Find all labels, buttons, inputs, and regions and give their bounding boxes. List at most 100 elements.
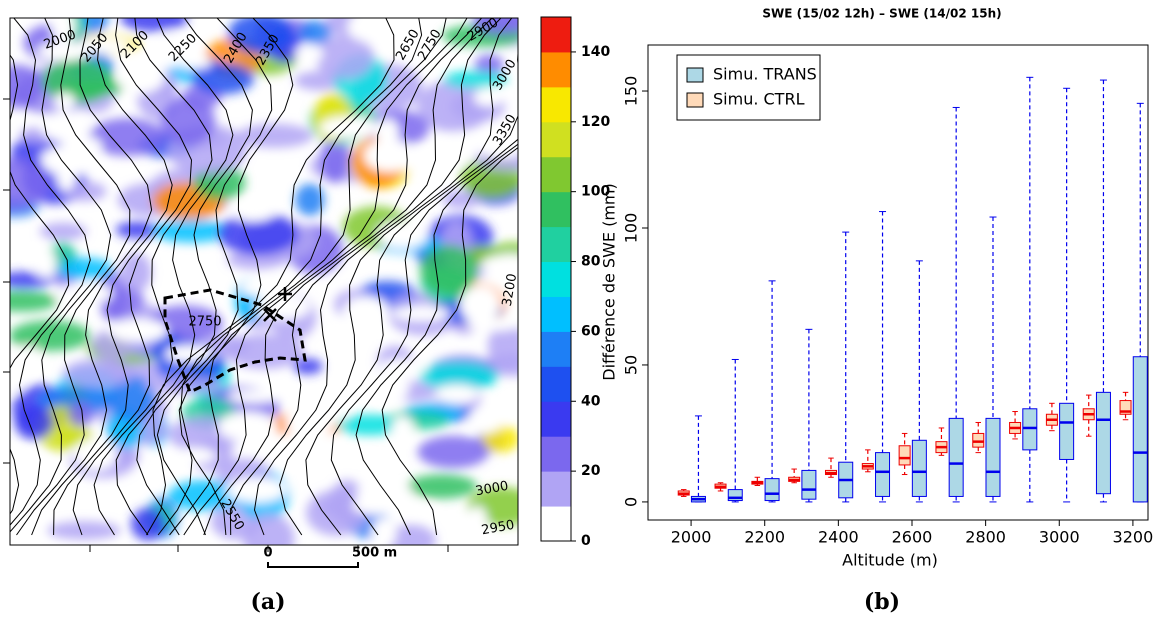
legend-box <box>676 54 821 121</box>
y-tick-label: 100 <box>622 213 641 244</box>
heat-blob <box>459 285 501 324</box>
plus-marker <box>278 287 292 301</box>
scale-label: 0 <box>263 546 272 561</box>
heat-blob <box>33 248 57 278</box>
heat-blob <box>487 321 518 372</box>
x-tick-label: 3000 <box>1039 528 1080 547</box>
heat-blob <box>306 489 368 536</box>
box <box>898 445 911 466</box>
heat-blob <box>293 358 323 375</box>
colorbar-band <box>540 121 572 158</box>
contour-line <box>203 18 483 536</box>
heat-blob <box>376 220 428 249</box>
contour-line <box>169 18 447 536</box>
heat-blob <box>62 181 107 202</box>
colorbar-tick-label: 140 <box>581 44 610 60</box>
heat-blob <box>232 203 275 222</box>
contour-line <box>156 18 273 536</box>
contour-line <box>178 18 294 536</box>
colorbar-band <box>540 330 572 367</box>
colorbar-band <box>540 295 572 332</box>
contour-line <box>355 143 518 536</box>
contour-label: 3000 <box>474 479 509 500</box>
heat-layer <box>10 18 518 545</box>
colorbar-band <box>540 261 572 297</box>
heat-blob <box>130 507 166 541</box>
y-tick-label: 50 <box>622 355 641 375</box>
heat-blob <box>228 390 280 403</box>
contour-line <box>330 138 518 536</box>
contour-line <box>115 18 234 536</box>
heat-blob <box>115 221 160 239</box>
contour-line <box>72 18 193 536</box>
contour-layer <box>10 18 518 536</box>
heat-blob <box>68 401 94 427</box>
heat-blob <box>226 249 289 270</box>
map-ticks <box>3 98 449 552</box>
colorbar-band <box>540 435 572 472</box>
heat-blob <box>120 253 152 292</box>
heat-blob <box>218 411 277 442</box>
heat-blob <box>40 110 91 142</box>
heat-blob <box>378 358 427 374</box>
heat-blob <box>88 118 166 157</box>
contour-line <box>253 18 502 536</box>
heat-blob <box>435 384 479 404</box>
colorbar-band <box>540 226 572 263</box>
x-tick-label: 2600 <box>892 528 933 547</box>
heat-blob <box>58 257 114 281</box>
heat-blob <box>467 406 502 434</box>
heat-blob <box>295 45 324 63</box>
heat-blob <box>10 290 58 312</box>
legend-label: Simu. CTRL <box>713 90 805 109</box>
box <box>1119 400 1132 415</box>
contour-line <box>31 18 153 536</box>
heat-blob <box>342 296 390 330</box>
heat-blob <box>371 517 397 545</box>
heat-blob <box>228 18 295 54</box>
box <box>1132 356 1148 503</box>
colorbar-band <box>540 400 572 437</box>
y-axis-label: Différence de SWE (mm) <box>600 183 619 380</box>
heat-blob <box>352 498 390 514</box>
y-tick-label: 150 <box>622 76 641 107</box>
contour-line <box>183 18 468 536</box>
contour-line <box>93 18 213 536</box>
contour-line <box>136 18 253 536</box>
colorbar-tick-label: 60 <box>581 323 601 339</box>
contour-line <box>157 18 423 536</box>
x-tick-label: 2800 <box>965 528 1006 547</box>
colorbar-band <box>540 16 572 53</box>
heat-blob <box>63 359 136 388</box>
legend-swatch <box>686 67 704 83</box>
heat-blob <box>152 218 230 243</box>
heat-blob <box>218 212 299 256</box>
x-tick-label: 2200 <box>744 528 785 547</box>
colorbar-frame <box>540 16 572 542</box>
heat-blob <box>108 375 156 422</box>
colorbar-band <box>540 470 572 507</box>
contour-label: 2950 <box>480 518 515 539</box>
x-axis-label: Altitude (m) <box>842 551 938 570</box>
heat-blob <box>337 414 403 436</box>
contour-line <box>279 18 513 536</box>
x-tick-label: 3200 <box>1113 528 1154 547</box>
heat-blob <box>47 521 121 540</box>
heat-blob <box>157 31 182 68</box>
legend-swatch <box>686 92 704 108</box>
plot-frame <box>647 44 1149 521</box>
legend-label: Simu. TRANS <box>713 65 817 84</box>
caption: (a) <box>250 589 285 615</box>
heat-blob <box>442 133 479 164</box>
contour-line <box>16 18 131 536</box>
heat-blob <box>242 513 295 545</box>
contour-label: 2750 <box>188 315 221 330</box>
box <box>801 469 817 500</box>
contour-line <box>229 18 493 536</box>
heat-blob <box>59 80 124 97</box>
contour-line <box>146 18 395 536</box>
colorbar-band <box>540 505 572 542</box>
contour-line <box>10 54 70 515</box>
contour-line <box>10 18 91 526</box>
